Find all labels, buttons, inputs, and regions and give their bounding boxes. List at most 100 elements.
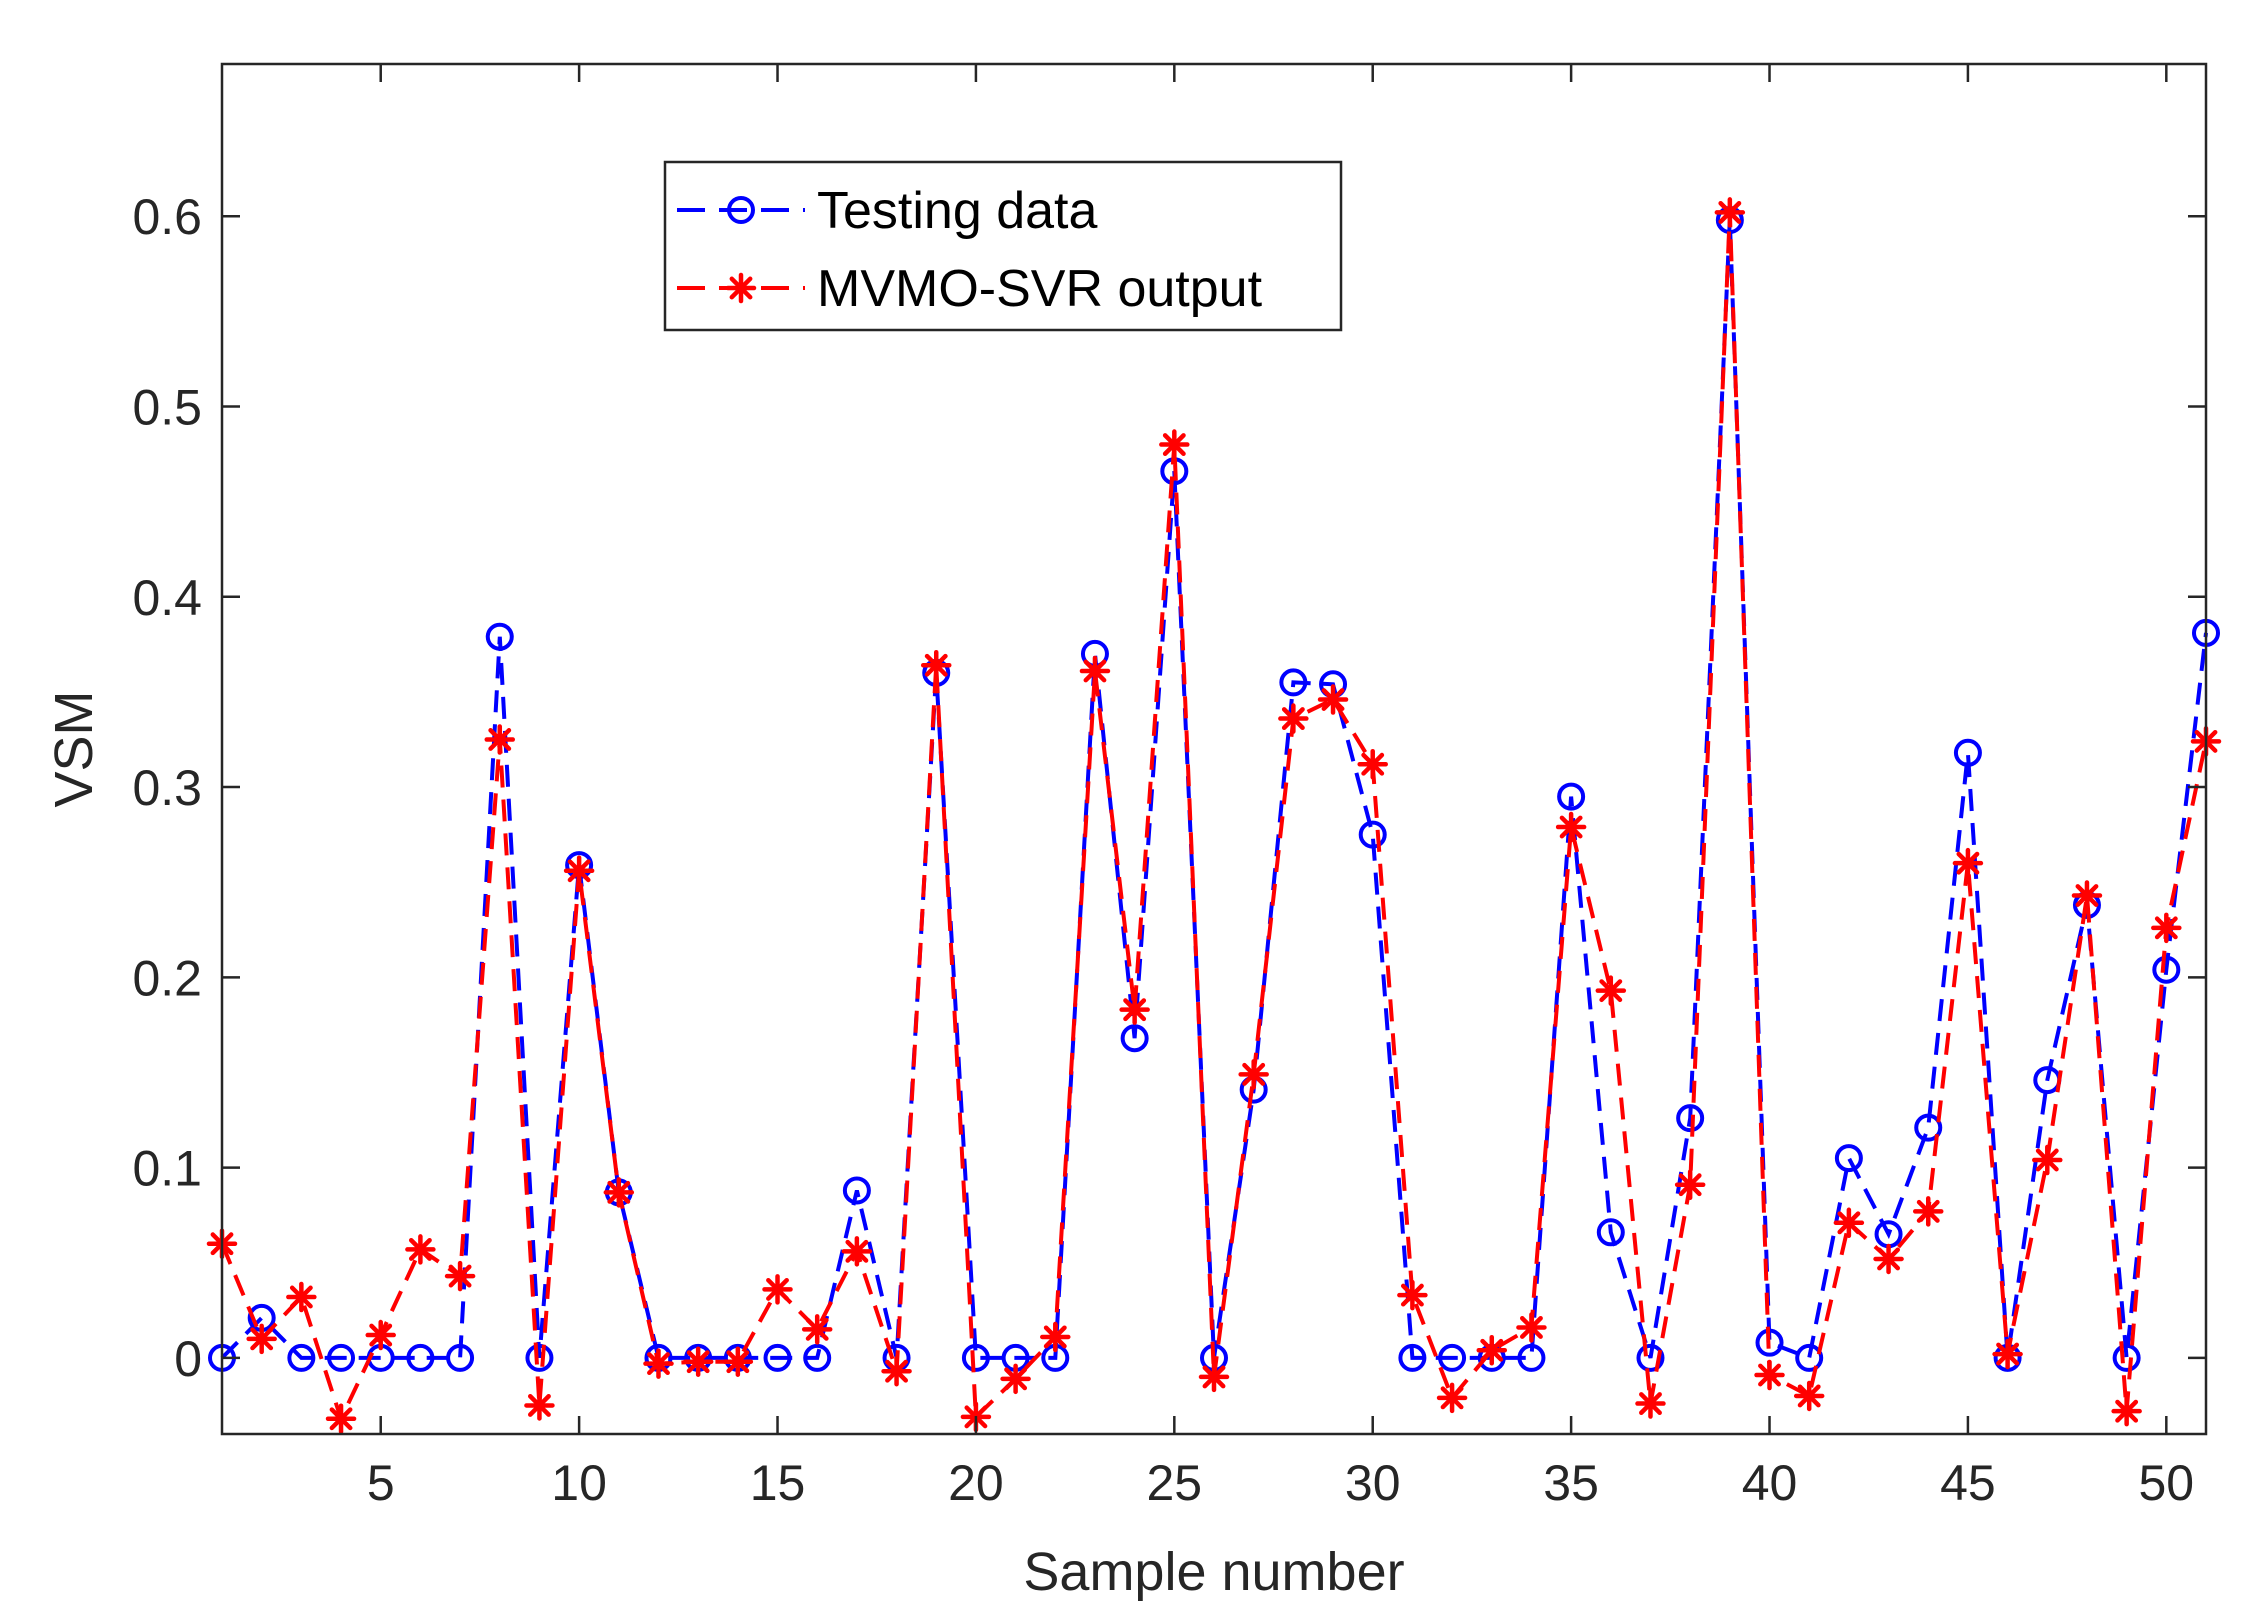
data-point-mvmo-svr-output xyxy=(524,1390,555,1421)
axes-box xyxy=(220,62,2208,1436)
x-tick-label: 20 xyxy=(948,1455,1004,1511)
data-point-mvmo-svr-output xyxy=(1635,1388,1666,1419)
data-point-mvmo-svr-output xyxy=(682,1346,714,1377)
x-tick-label: 25 xyxy=(1147,1455,1203,1511)
legend: Testing data MVMO-SVR output xyxy=(663,160,1343,332)
legend-marker-testing-data-glyph xyxy=(727,196,755,224)
data-point-mvmo-svr-output xyxy=(246,1323,277,1355)
legend-label-mvmo-svr-output: MVMO-SVR output xyxy=(817,260,1263,318)
data-point-mvmo-svr-output xyxy=(1873,1243,1904,1275)
data-point-testing-data xyxy=(525,1343,554,1372)
x-tick-label: 50 xyxy=(2139,1455,2195,1511)
data-point-mvmo-svr-output xyxy=(1912,1196,1944,1227)
data-point-testing-data xyxy=(1596,1218,1625,1247)
data-point-mvmo-svr-output xyxy=(2151,912,2182,944)
data-point-mvmo-svr-output xyxy=(1436,1382,1468,1414)
data-point-testing-data xyxy=(1676,1104,1705,1133)
data-point-mvmo-svr-output xyxy=(1278,703,1309,734)
data-point-mvmo-svr-output xyxy=(444,1260,476,1292)
data-point-mvmo-svr-output xyxy=(563,855,595,887)
data-point-mvmo-svr-output xyxy=(1793,1380,1825,1412)
x-tick-label: 15 xyxy=(750,1455,806,1511)
data-point-mvmo-svr-output xyxy=(881,1355,912,1387)
data-point-mvmo-svr-output xyxy=(841,1236,873,1267)
data-point-mvmo-svr-output xyxy=(722,1346,754,1377)
data-point-testing-data xyxy=(961,1343,990,1372)
x-tick-label: 10 xyxy=(551,1455,607,1511)
data-point-mvmo-svr-output xyxy=(1397,1279,1428,1311)
data-point-mvmo-svr-output xyxy=(1079,655,1111,687)
data-point-mvmo-svr-output xyxy=(1754,1359,1785,1391)
data-point-mvmo-svr-output xyxy=(1952,847,1984,879)
data-point-mvmo-svr-output xyxy=(286,1281,317,1313)
x-tick-label: 30 xyxy=(1345,1455,1401,1511)
series-mvmo-svr-output xyxy=(206,197,2222,1435)
data-point-testing-data xyxy=(842,1176,871,1205)
data-point-mvmo-svr-output xyxy=(1476,1335,1508,1366)
data-point-testing-data xyxy=(446,1343,475,1372)
legend-entry-mvmo-svr-output: MVMO-SVR output xyxy=(677,260,1263,318)
data-point-mvmo-svr-output xyxy=(1714,197,1746,228)
data-point-mvmo-svr-output xyxy=(365,1319,396,1351)
data-point-testing-data xyxy=(1517,1343,1546,1372)
y-tick-label: 0.6 xyxy=(132,189,202,245)
data-point-testing-data xyxy=(327,1343,356,1372)
data-point-mvmo-svr-output xyxy=(1674,1169,1706,1200)
data-point-testing-data xyxy=(1358,820,1387,849)
data-point-mvmo-svr-output xyxy=(1040,1321,1071,1353)
x-axis-label: Sample number xyxy=(1023,1542,1404,1602)
data-point-mvmo-svr-output xyxy=(1000,1363,1031,1395)
y-tick-label: 0.2 xyxy=(132,950,202,1006)
x-tick-label: 5 xyxy=(367,1455,395,1511)
data-point-testing-data xyxy=(406,1343,435,1372)
data-point-mvmo-svr-output xyxy=(1317,684,1349,715)
legend-label-testing-data: Testing data xyxy=(817,182,1097,240)
data-point-testing-data xyxy=(1795,1343,1824,1372)
data-point-mvmo-svr-output xyxy=(405,1234,436,1265)
data-point-mvmo-svr-output xyxy=(1198,1361,1230,1393)
data-point-mvmo-svr-output xyxy=(2032,1144,2063,1176)
y-tick-label: 0 xyxy=(174,1331,202,1387)
data-point-mvmo-svr-output xyxy=(2071,880,2103,911)
data-point-mvmo-svr-output xyxy=(2111,1395,2142,1427)
data-point-testing-data xyxy=(287,1343,316,1372)
data-point-mvmo-svr-output xyxy=(1159,429,1190,460)
y-tick-label: 0.5 xyxy=(132,380,202,436)
x-tick-label: 35 xyxy=(1543,1455,1599,1511)
data-point-testing-data xyxy=(2152,955,2181,984)
data-point-testing-data xyxy=(1438,1343,1467,1372)
legend-entry-testing-data: Testing data xyxy=(677,182,1097,240)
legend-marker-circle xyxy=(727,196,755,224)
data-point-testing-data xyxy=(1279,668,1308,697)
data-point-testing-data xyxy=(1953,738,1982,767)
data-point-mvmo-svr-output xyxy=(1595,975,1627,1006)
legend-box xyxy=(663,160,1343,332)
data-point-testing-data xyxy=(1834,1144,1863,1173)
data-point-mvmo-svr-output xyxy=(325,1403,357,1435)
legend-marker-mvmo-svr-output-glyph xyxy=(725,272,757,304)
data-point-testing-data xyxy=(803,1343,832,1372)
data-point-testing-data xyxy=(2112,1343,2141,1372)
x-tick-label: 40 xyxy=(1742,1455,1798,1511)
plot-area xyxy=(206,197,2222,1435)
data-point-testing-data xyxy=(1914,1113,1943,1142)
y-axis-label: VSM xyxy=(44,690,104,807)
data-point-mvmo-svr-output xyxy=(643,1348,674,1379)
y-tick-label: 0.3 xyxy=(132,760,202,816)
data-point-mvmo-svr-output xyxy=(801,1314,833,1345)
data-point-mvmo-svr-output xyxy=(1357,748,1388,780)
data-point-testing-data xyxy=(485,622,514,651)
data-point-mvmo-svr-output xyxy=(1238,1059,1269,1090)
data-point-testing-data xyxy=(1120,1024,1149,1053)
legend-marker-asterisk xyxy=(725,272,757,304)
data-point-mvmo-svr-output xyxy=(1992,1338,2023,1370)
data-point-testing-data xyxy=(1557,782,1586,811)
data-point-testing-data xyxy=(1636,1343,1665,1372)
data-point-mvmo-svr-output xyxy=(603,1177,635,1208)
data-point-mvmo-svr-output xyxy=(484,724,516,755)
y-tick-label: 0.1 xyxy=(132,1141,202,1197)
data-point-mvmo-svr-output xyxy=(1119,994,1150,1025)
data-point-mvmo-svr-output xyxy=(1516,1312,1547,1343)
data-point-mvmo-svr-output xyxy=(1555,811,1587,843)
